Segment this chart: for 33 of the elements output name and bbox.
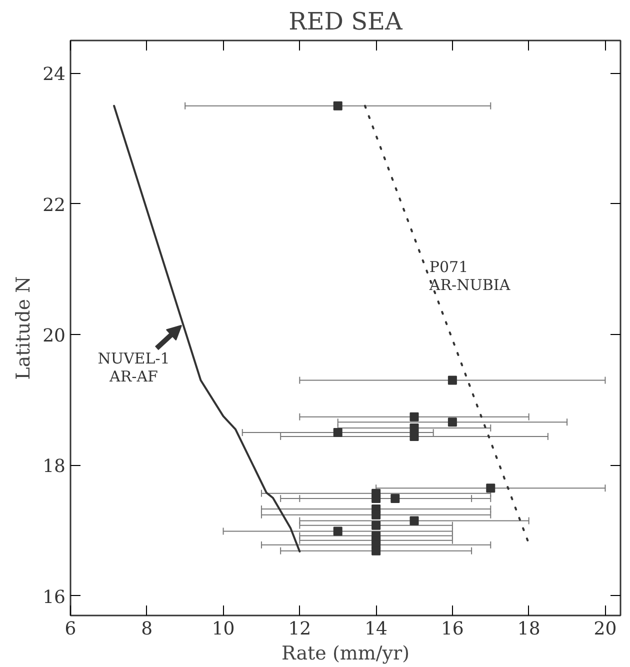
x-tick-label: 10 <box>212 618 235 640</box>
x-tick-label: 12 <box>288 618 312 640</box>
point <box>410 432 419 441</box>
legend-label: NUVEL-1 AR-AF <box>98 350 170 386</box>
x-tick-label: 20 <box>594 618 617 640</box>
point <box>372 510 381 520</box>
x-tick-label: 6 <box>64 618 76 640</box>
x-tick-label: 16 <box>440 618 464 640</box>
x-tick-label: 18 <box>517 618 540 640</box>
x-tick-label: 8 <box>141 618 153 640</box>
x-axis-title: Rate (mm/yr) <box>281 642 410 664</box>
point <box>372 520 381 530</box>
series-label: P071 AR-NUBIA <box>428 258 510 294</box>
point <box>372 494 381 504</box>
point <box>410 412 419 422</box>
point <box>333 101 342 110</box>
point <box>410 423 419 432</box>
point <box>486 484 496 493</box>
point <box>333 526 342 536</box>
y-tick-label: 24 <box>42 64 66 86</box>
y-tick-label: 18 <box>42 456 66 478</box>
point <box>390 494 400 504</box>
point <box>448 418 457 427</box>
point <box>410 516 419 526</box>
point <box>372 546 381 556</box>
point <box>448 376 457 385</box>
y-axis-title: Latitude N <box>12 276 35 380</box>
y-tick-label: 22 <box>42 194 66 216</box>
x-tick-label: 14 <box>364 618 388 640</box>
point <box>333 428 342 438</box>
y-tick-label: 20 <box>42 326 66 347</box>
y-tick-label: 16 <box>42 586 66 608</box>
chart-title: RED SEA <box>288 8 404 36</box>
